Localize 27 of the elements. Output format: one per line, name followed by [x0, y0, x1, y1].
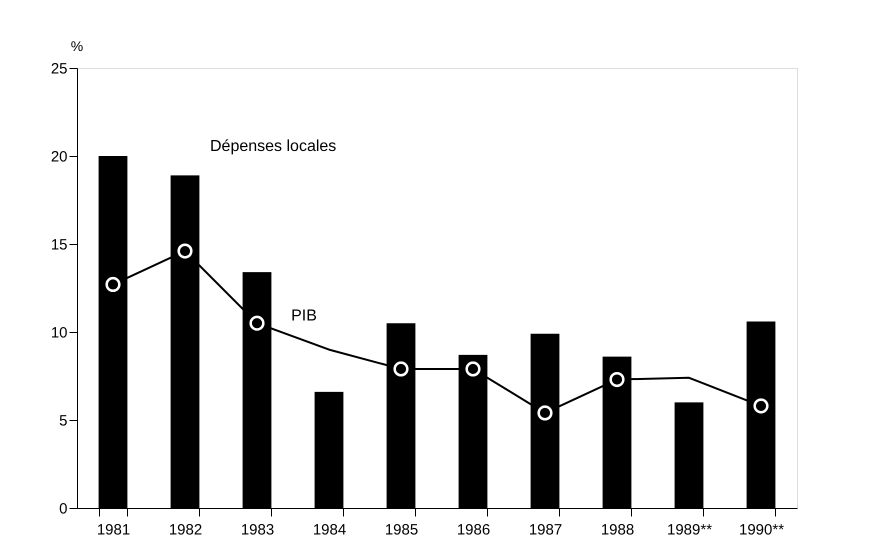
point: [105, 276, 121, 292]
y-tick-label: 15: [50, 236, 68, 254]
y-tick-label: 25: [50, 60, 68, 78]
point: [393, 361, 409, 377]
y-tick-label: 5: [59, 412, 68, 430]
x-tick-label: 1984: [312, 522, 346, 538]
x-tick-label: 1986: [456, 522, 490, 538]
x-tick-label: 1987: [528, 522, 562, 538]
x-tick-label: 1985: [384, 522, 418, 538]
x-tick-label: 1981: [96, 522, 130, 538]
point: [537, 405, 553, 421]
point: [465, 361, 481, 377]
x-tick-label: 1989**: [666, 522, 712, 538]
series-label: PIB: [291, 308, 317, 325]
point: [753, 398, 769, 414]
x-tick-label: 1982: [168, 522, 202, 538]
y-tick-label: 10: [50, 324, 68, 342]
x-tick-label: 1990**: [738, 522, 784, 538]
y-axis-title: %: [70, 38, 84, 54]
series-label: Dépenses locales: [210, 138, 336, 155]
point: [609, 372, 625, 388]
point: [249, 316, 265, 331]
y-tick-label: 0: [59, 500, 68, 518]
x-tick-label: 1983: [240, 522, 274, 538]
x-tick-label: 1988: [600, 522, 634, 538]
y-tick-label: 20: [50, 148, 68, 166]
point: [177, 243, 193, 259]
